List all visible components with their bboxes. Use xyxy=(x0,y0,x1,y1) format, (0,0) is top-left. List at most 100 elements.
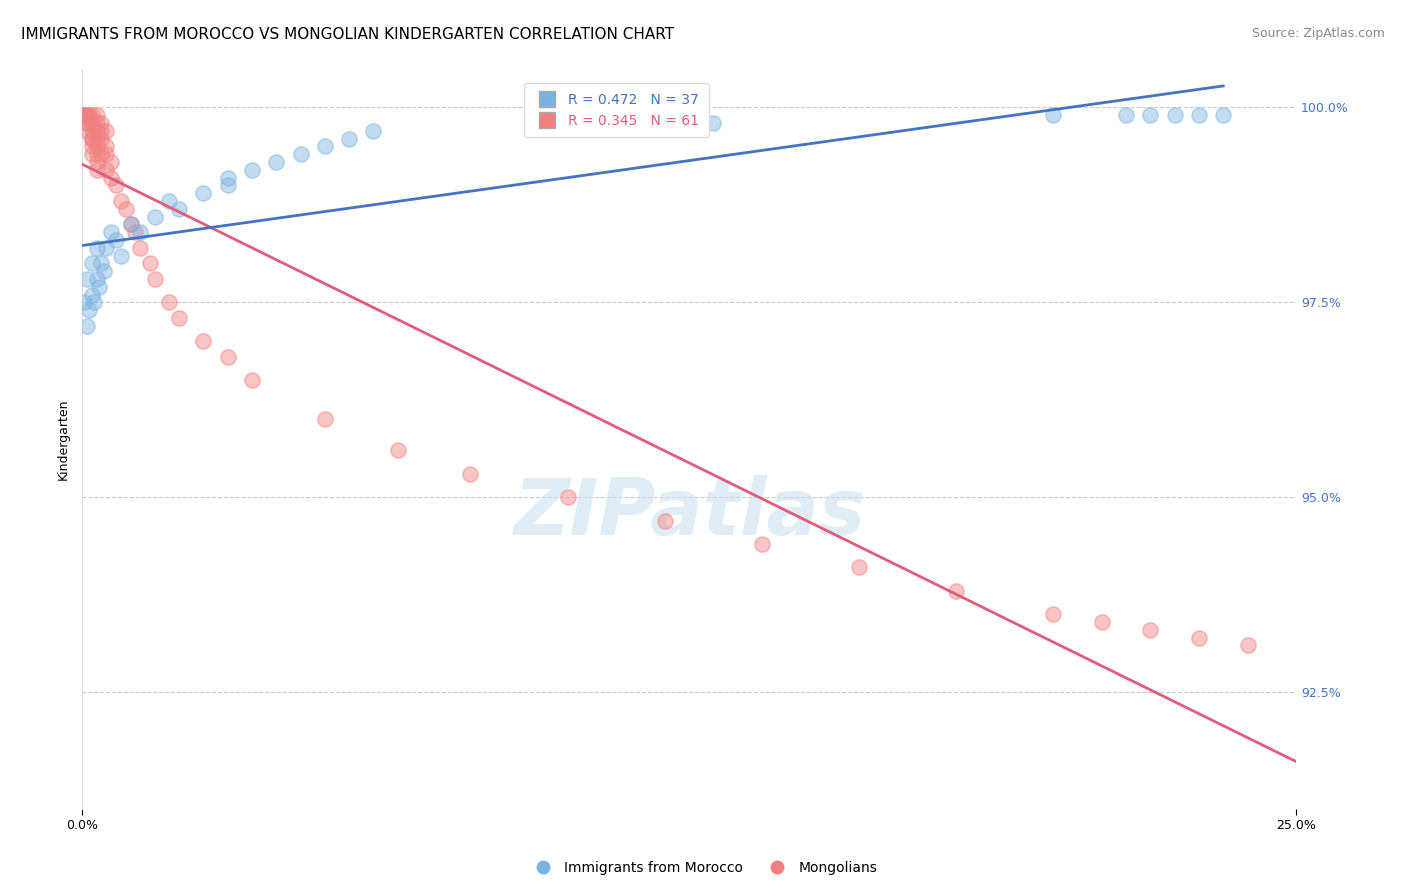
Point xyxy=(129,241,152,255)
Point xyxy=(86,124,108,138)
Point xyxy=(80,131,103,145)
Point xyxy=(76,318,98,333)
Y-axis label: Kindergarten: Kindergarten xyxy=(58,398,70,480)
Point xyxy=(264,155,287,169)
Point xyxy=(314,412,336,426)
Point xyxy=(139,256,162,270)
Point xyxy=(90,124,112,138)
Point xyxy=(1163,108,1185,122)
Point xyxy=(217,170,239,185)
Point xyxy=(90,131,112,145)
Point xyxy=(77,303,100,318)
Point xyxy=(76,124,98,138)
Point xyxy=(1042,108,1064,122)
Point xyxy=(363,124,385,138)
Point xyxy=(100,170,122,185)
Point xyxy=(80,139,103,153)
Point xyxy=(86,155,108,169)
Point xyxy=(86,147,108,161)
Point xyxy=(1188,108,1211,122)
Point xyxy=(104,233,127,247)
Point xyxy=(96,124,118,138)
Point xyxy=(143,210,166,224)
Point xyxy=(143,272,166,286)
Point xyxy=(76,116,98,130)
Point xyxy=(86,116,108,130)
Point xyxy=(114,202,136,216)
Point xyxy=(290,147,312,161)
Point xyxy=(337,131,360,145)
Point xyxy=(240,162,263,177)
Point xyxy=(80,116,103,130)
Text: ZIPatlas: ZIPatlas xyxy=(513,475,865,550)
Point xyxy=(460,467,482,481)
Point xyxy=(387,443,409,458)
Point xyxy=(87,279,110,293)
Point xyxy=(93,264,115,278)
Point xyxy=(314,139,336,153)
Point xyxy=(167,310,190,325)
Point xyxy=(1139,108,1161,122)
Point xyxy=(86,108,108,122)
Point xyxy=(73,108,96,122)
Legend: R = 0.472   N = 37, R = 0.345   N = 61: R = 0.472 N = 37, R = 0.345 N = 61 xyxy=(523,83,709,137)
Point xyxy=(110,249,132,263)
Legend: Immigrants from Morocco, Mongolians: Immigrants from Morocco, Mongolians xyxy=(523,855,883,880)
Point xyxy=(157,194,180,208)
Point xyxy=(167,202,190,216)
Point xyxy=(90,147,112,161)
Point xyxy=(1042,607,1064,621)
Point xyxy=(110,194,132,208)
Point xyxy=(193,186,215,201)
Point xyxy=(76,272,98,286)
Point xyxy=(80,256,103,270)
Point xyxy=(96,147,118,161)
Point xyxy=(73,295,96,310)
Point xyxy=(96,139,118,153)
Point xyxy=(217,350,239,364)
Point xyxy=(848,560,870,574)
Point xyxy=(86,131,108,145)
Point xyxy=(124,225,146,239)
Point xyxy=(90,116,112,130)
Point xyxy=(73,108,96,122)
Point xyxy=(104,178,127,193)
Point xyxy=(96,162,118,177)
Point xyxy=(1091,615,1114,629)
Point xyxy=(80,131,103,145)
Point xyxy=(80,147,103,161)
Point xyxy=(193,334,215,349)
Point xyxy=(120,218,142,232)
Point xyxy=(77,108,100,122)
Point xyxy=(751,537,773,551)
Point xyxy=(80,287,103,301)
Point xyxy=(100,225,122,239)
Point xyxy=(86,162,108,177)
Text: IMMIGRANTS FROM MOROCCO VS MONGOLIAN KINDERGARTEN CORRELATION CHART: IMMIGRANTS FROM MOROCCO VS MONGOLIAN KIN… xyxy=(21,27,675,42)
Point xyxy=(90,256,112,270)
Point xyxy=(945,583,967,598)
Point xyxy=(1212,108,1234,122)
Point xyxy=(86,241,108,255)
Point xyxy=(157,295,180,310)
Point xyxy=(217,178,239,193)
Point xyxy=(557,490,579,504)
Point xyxy=(86,272,108,286)
Point xyxy=(72,108,94,122)
Point xyxy=(80,108,103,122)
Point xyxy=(76,108,98,122)
Point xyxy=(1236,638,1258,652)
Point xyxy=(240,373,263,387)
Point xyxy=(1115,108,1137,122)
Point xyxy=(80,116,103,130)
Point xyxy=(129,225,152,239)
Point xyxy=(120,218,142,232)
Point xyxy=(654,514,676,528)
Point xyxy=(1188,631,1211,645)
Point xyxy=(83,295,105,310)
Point xyxy=(80,124,103,138)
Point xyxy=(702,116,724,130)
Point xyxy=(100,155,122,169)
Point xyxy=(76,108,98,122)
Point xyxy=(76,116,98,130)
